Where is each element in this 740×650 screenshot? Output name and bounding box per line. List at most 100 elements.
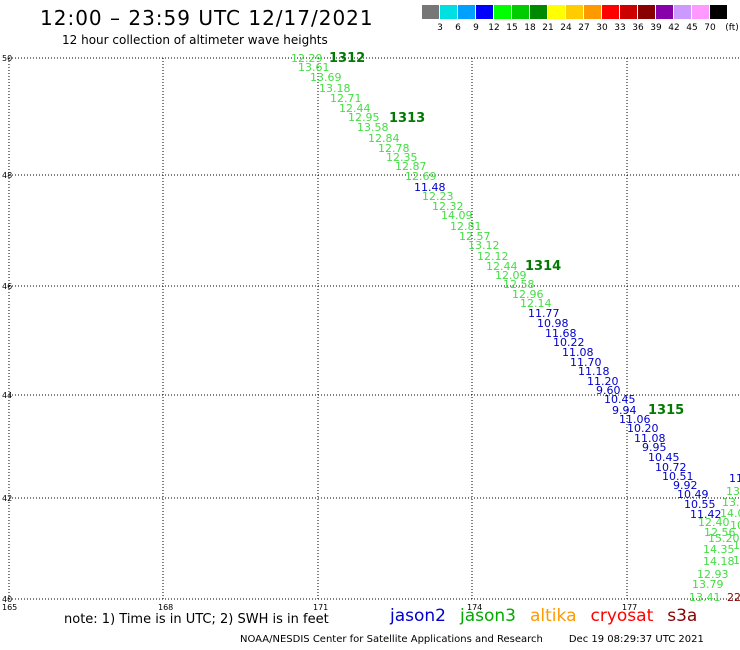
wave-height-value: 12.56 bbox=[704, 526, 736, 539]
satellite-jason3: jason3 bbox=[460, 606, 516, 626]
legend-swatch bbox=[620, 5, 637, 19]
legend-label: 36 bbox=[632, 23, 644, 33]
x-tick-label: 177 bbox=[622, 603, 637, 612]
wave-height-value: 12.14 bbox=[520, 297, 552, 310]
legend-label: 21 bbox=[542, 23, 554, 33]
legend-swatch bbox=[422, 5, 439, 19]
credit-line: NOAA/NESDIS Center for Satellite Applica… bbox=[240, 634, 704, 645]
wave-height-value: 9.95 bbox=[642, 441, 667, 454]
legend-label: 42 bbox=[668, 23, 680, 33]
legend-label: 9 bbox=[473, 23, 479, 33]
wave-height-value: 11.42 bbox=[690, 508, 722, 521]
x-tick-label: 168 bbox=[158, 603, 173, 612]
legend-swatch bbox=[674, 5, 691, 19]
wave-height-value: 13.18 bbox=[319, 82, 351, 95]
legend-swatch bbox=[530, 5, 547, 19]
wave-height-value: 11.20 bbox=[587, 375, 619, 388]
wave-height-value: 11.08 bbox=[562, 346, 594, 359]
y-tick-label: 42 bbox=[2, 494, 12, 503]
wave-height-value: 10.55 bbox=[684, 498, 716, 511]
wave-height-value: 12.58 bbox=[503, 278, 535, 291]
legend-label: 27 bbox=[578, 23, 590, 33]
legend-label: 45 bbox=[686, 23, 698, 33]
legend-label: 24 bbox=[560, 23, 572, 33]
wave-height-value: 11.68 bbox=[545, 327, 577, 340]
wave-height-value: 13.79 bbox=[692, 578, 724, 591]
wave-height-value: 14.18 bbox=[703, 555, 735, 568]
wave-height-value: 11.48 bbox=[414, 181, 446, 194]
wave-height-value: 13.69 bbox=[310, 71, 342, 84]
satellite-altika: altika bbox=[530, 606, 577, 626]
clipped-value: 13. bbox=[722, 496, 740, 509]
satellite-key: jason2 jason3 altika cryosat s3a bbox=[390, 606, 711, 626]
legend-swatch bbox=[458, 5, 475, 19]
legend-label: 33 bbox=[614, 23, 626, 33]
wave-height-value: 13.58 bbox=[357, 121, 389, 134]
y-tick-label: 46 bbox=[2, 282, 12, 291]
legend-swatch bbox=[710, 5, 727, 19]
wave-height-value: 12.23 bbox=[422, 190, 454, 203]
wave-height-value: 10.98 bbox=[537, 317, 569, 330]
wave-height-value: 11.18 bbox=[578, 365, 610, 378]
wave-height-value: 12.35 bbox=[386, 151, 418, 164]
legend-label: 30 bbox=[596, 23, 608, 33]
wave-height-value: 13.61 bbox=[298, 61, 330, 74]
legend-label: 39 bbox=[650, 23, 662, 33]
wave-height-value: 13.41 bbox=[689, 591, 721, 604]
legend-swatch bbox=[692, 5, 709, 19]
satellite-jason2: jason2 bbox=[390, 606, 446, 626]
wave-height-value: 10.22 bbox=[553, 336, 585, 349]
wave-height-value: 12.32 bbox=[432, 200, 464, 213]
wave-height-value: 12.44 bbox=[486, 260, 518, 273]
wave-height-value: 14.09 bbox=[441, 209, 473, 222]
legend-swatch bbox=[638, 5, 655, 19]
timestamp: Dec 19 08:29:37 UTC 2021 bbox=[568, 634, 704, 645]
satellite-cryosat: cryosat bbox=[590, 606, 654, 626]
legend-unit: (ft) bbox=[725, 23, 739, 33]
credit-text: NOAA/NESDIS Center for Satellite Applica… bbox=[240, 634, 543, 645]
legend-swatch bbox=[494, 5, 511, 19]
legend-label: 12 bbox=[488, 23, 500, 33]
map-subtitle: 12 hour collection of altimeter wave hei… bbox=[62, 33, 328, 47]
wave-height-value: 10.20 bbox=[627, 422, 659, 435]
wave-height-value: 10.51 bbox=[662, 470, 694, 483]
x-tick-label: 171 bbox=[313, 603, 328, 612]
map-title: 12:00 – 23:59 UTC 12/17/2021 bbox=[40, 6, 374, 30]
clipped-value: 13. bbox=[726, 485, 740, 498]
wave-height-value: 11.06 bbox=[619, 413, 651, 426]
cycle-number: 1315 bbox=[648, 403, 684, 418]
cycle-number: 1312 bbox=[329, 51, 365, 66]
legend-swatch bbox=[584, 5, 601, 19]
satellite-s3a: s3a bbox=[667, 606, 698, 626]
wave-height-value: 11.70 bbox=[570, 356, 602, 369]
wave-height-value: 13.12 bbox=[468, 239, 500, 252]
x-tick-label: 165 bbox=[2, 603, 17, 612]
wave-height-value: 12.81 bbox=[450, 220, 482, 233]
clipped-value: 14 bbox=[733, 539, 740, 552]
cycle-number: 1314 bbox=[525, 259, 561, 274]
legend-swatch bbox=[440, 5, 457, 19]
wave-height-value: 14.35 bbox=[703, 543, 735, 556]
wave-height-value: 12.71 bbox=[330, 92, 362, 105]
y-tick-label: 40 bbox=[2, 595, 12, 604]
wave-height-value: 12.93 bbox=[697, 568, 729, 581]
wave-height-value: 12.29 bbox=[291, 52, 323, 65]
legend-label: 18 bbox=[524, 23, 536, 33]
legend-label: 15 bbox=[506, 23, 518, 33]
footer-note: note: 1) Time is in UTC; 2) SWH is in fe… bbox=[64, 612, 329, 627]
wave-height-value: 9.94 bbox=[612, 404, 637, 417]
clipped-value: 14 bbox=[733, 554, 740, 567]
clipped-value: 22 bbox=[727, 591, 740, 604]
legend-swatch bbox=[602, 5, 619, 19]
clipped-value: 14.0 bbox=[720, 507, 740, 520]
legend-swatch bbox=[566, 5, 583, 19]
map-grid bbox=[8, 57, 740, 600]
wave-height-value: 10.45 bbox=[648, 451, 680, 464]
wave-height-value: 9.92 bbox=[673, 479, 698, 492]
wave-height-value: 12.95 bbox=[348, 111, 380, 124]
legend-swatch bbox=[548, 5, 565, 19]
wave-height-value: 12.78 bbox=[378, 142, 410, 155]
